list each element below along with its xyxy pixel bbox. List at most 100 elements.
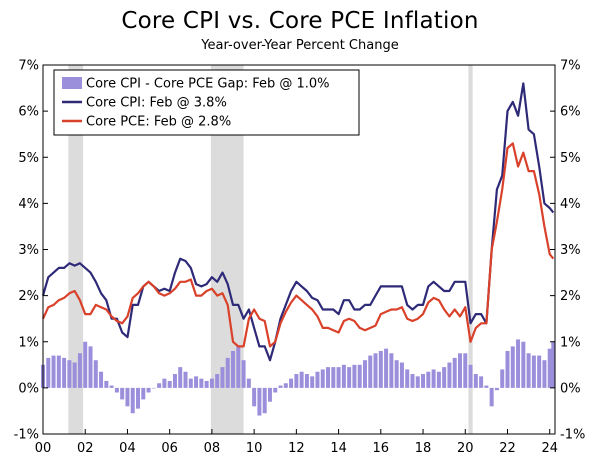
x-tick-label: 18 bbox=[415, 441, 432, 456]
gap-bar bbox=[114, 387, 119, 393]
gap-bar bbox=[93, 360, 98, 388]
gap-bar bbox=[183, 371, 188, 388]
y-tick-label-left: 0% bbox=[18, 381, 39, 396]
legend-label: Core PCE: Feb @ 2.8% bbox=[86, 115, 231, 130]
chart-title: Core CPI vs. Core PCE Inflation bbox=[121, 8, 479, 34]
gap-bar bbox=[267, 387, 272, 402]
gap-bar bbox=[500, 369, 505, 388]
x-tick-label: 14 bbox=[330, 441, 347, 456]
x-tick-label: 12 bbox=[288, 441, 305, 456]
gap-bar bbox=[120, 387, 125, 400]
gap-bar bbox=[246, 378, 251, 388]
gap-bar bbox=[151, 387, 156, 389]
gap-bar bbox=[241, 360, 246, 388]
y-tick-label-left: 4% bbox=[18, 197, 39, 212]
gap-bar bbox=[225, 357, 230, 388]
gap-bar bbox=[72, 362, 77, 388]
gap-bar bbox=[521, 341, 526, 388]
y-tick-label-right: 5% bbox=[560, 151, 581, 166]
gap-bar bbox=[510, 346, 515, 388]
legend-label: Core CPI: Feb @ 3.8% bbox=[86, 96, 227, 111]
y-tick-label-left: 7% bbox=[18, 59, 39, 74]
gap-bar bbox=[394, 360, 399, 388]
gap-bar bbox=[136, 387, 141, 409]
x-tick-label: 16 bbox=[373, 441, 390, 456]
x-tick-label: 04 bbox=[119, 441, 136, 456]
gap-bar bbox=[531, 355, 536, 388]
gap-bar bbox=[194, 376, 199, 388]
y-tick-label-right: 2% bbox=[560, 289, 581, 304]
gap-bar bbox=[167, 380, 172, 388]
gap-bar bbox=[326, 367, 331, 388]
gap-bar bbox=[405, 369, 410, 388]
gap-bar bbox=[273, 387, 278, 393]
gap-bar bbox=[463, 353, 468, 388]
x-tick-label: 10 bbox=[246, 441, 263, 456]
gap-bar bbox=[537, 355, 542, 388]
gap-bar bbox=[109, 385, 114, 388]
gap-bar bbox=[125, 387, 130, 407]
gap-bar bbox=[83, 341, 88, 388]
gap-bar bbox=[162, 378, 167, 388]
gap-bar bbox=[399, 362, 404, 388]
gap-bar bbox=[77, 353, 82, 388]
y-tick-label-right: -1% bbox=[560, 428, 585, 443]
gap-bar bbox=[352, 364, 357, 388]
gap-bar bbox=[283, 383, 288, 388]
gap-bar bbox=[56, 355, 61, 388]
y-tick-label-right: 0% bbox=[560, 381, 581, 396]
gap-bar bbox=[494, 387, 499, 391]
gap-bar bbox=[331, 367, 336, 388]
gap-bar bbox=[294, 374, 299, 388]
gap-bar bbox=[410, 374, 415, 388]
gap-bar bbox=[188, 378, 193, 388]
gap-bar bbox=[51, 355, 56, 388]
gap-bar bbox=[547, 348, 552, 388]
x-tick-label: 02 bbox=[77, 441, 94, 456]
gap-bar bbox=[347, 367, 352, 388]
gap-bars-group bbox=[41, 339, 556, 416]
gap-bar bbox=[551, 341, 556, 388]
gap-bar bbox=[67, 360, 72, 388]
gap-bar bbox=[257, 387, 262, 416]
gap-bar bbox=[473, 374, 478, 388]
gap-bar bbox=[526, 353, 531, 388]
gap-bar bbox=[436, 371, 441, 388]
gap-bar bbox=[252, 387, 257, 407]
recession-band-2 bbox=[468, 65, 473, 434]
lines-group bbox=[41, 82, 555, 362]
gap-bar bbox=[278, 385, 283, 388]
gap-bar bbox=[315, 371, 320, 388]
gap-bar bbox=[157, 383, 162, 388]
gap-bar bbox=[236, 346, 241, 388]
recession-band-0 bbox=[68, 65, 84, 434]
gap-bar bbox=[373, 353, 378, 388]
y-tick-label-right: 3% bbox=[560, 243, 581, 258]
gap-bar bbox=[104, 380, 109, 388]
x-tick-label: 22 bbox=[499, 441, 516, 456]
legend-swatch-gap bbox=[62, 77, 82, 89]
x-tick-label: 20 bbox=[457, 441, 474, 456]
gap-bar bbox=[130, 387, 135, 414]
y-tick-label-left: 5% bbox=[18, 151, 39, 166]
gap-bar bbox=[199, 378, 204, 388]
gap-bar bbox=[99, 371, 104, 388]
gap-bar bbox=[88, 346, 93, 388]
legend: Core CPI - Core PCE Gap: Feb @ 1.0% Core … bbox=[53, 69, 360, 136]
gap-bar bbox=[320, 369, 325, 388]
gap-bar bbox=[426, 371, 431, 388]
gap-bar bbox=[542, 360, 547, 388]
gap-bar bbox=[505, 350, 510, 388]
gap-bar bbox=[46, 357, 51, 388]
gap-bar bbox=[220, 367, 225, 388]
y-tick-label-left: 3% bbox=[18, 243, 39, 258]
gap-bar bbox=[310, 376, 315, 388]
gap-bar bbox=[341, 364, 346, 388]
gap-bar bbox=[336, 367, 341, 388]
gap-bar bbox=[378, 350, 383, 388]
gap-bar bbox=[389, 353, 394, 388]
y-tick-label-left: -1% bbox=[14, 428, 39, 443]
gap-bar bbox=[384, 348, 389, 388]
series-line-core-pce bbox=[42, 142, 555, 348]
x-tick-label: 06 bbox=[161, 441, 178, 456]
